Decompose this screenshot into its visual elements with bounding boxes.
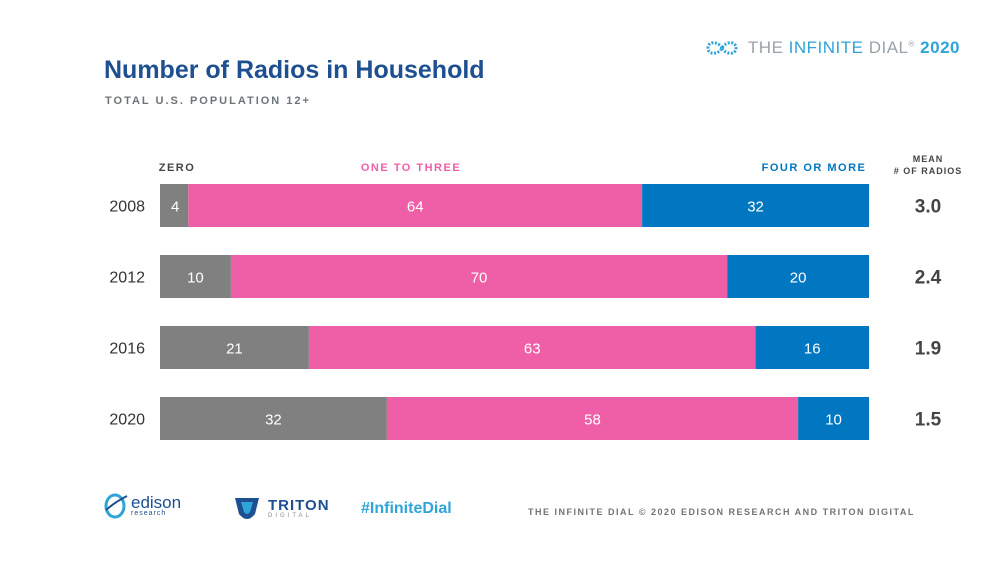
bar-value-label: 4 <box>171 199 179 216</box>
bar-segment <box>160 184 189 227</box>
bar-segment <box>727 255 869 298</box>
brand-suffix: DIAL <box>863 38 909 57</box>
bar-segment <box>160 397 387 440</box>
bar-segment <box>188 184 643 227</box>
triton-sub: DIGITAL <box>268 513 312 519</box>
brand-year: 2020 <box>920 38 960 57</box>
bar-segment <box>230 255 728 298</box>
brand-text: THE INFINITE DIAL® 2020 <box>748 38 960 58</box>
bar-value-label: 10 <box>187 270 204 287</box>
bar-value-label: 16 <box>804 341 821 358</box>
category-label: 2012 <box>109 270 145 287</box>
legend-label-2: FOUR OR MORE <box>762 162 867 174</box>
mean-value: 1.9 <box>915 339 941 360</box>
brand-logo: THE INFINITE DIAL® 2020 <box>704 38 960 58</box>
bar-value-label: 10 <box>825 412 842 429</box>
bar-segment <box>308 326 756 369</box>
edison-logo: edison research <box>103 492 181 520</box>
triton-logo: TRITON DIGITAL <box>232 494 330 524</box>
bar-segment <box>160 326 309 369</box>
mean-value: 3.0 <box>915 197 941 218</box>
bar-segment <box>386 397 799 440</box>
brand-tm: ® <box>908 39 915 49</box>
footer-copyright: THE INFINITE DIAL © 2020 EDISON RESEARCH… <box>528 507 915 517</box>
edison-word: edison <box>131 493 182 512</box>
brand-highlight: INFINITE <box>788 38 864 57</box>
mean-value: 2.4 <box>915 268 942 289</box>
category-label: 2008 <box>109 199 145 216</box>
mean-value: 1.5 <box>915 410 942 431</box>
mean-header-line-0: MEAN <box>913 154 944 164</box>
hashtag: #InfiniteDial <box>361 500 452 517</box>
category-label: 2020 <box>109 412 145 429</box>
triton-word: TRITON <box>268 497 330 514</box>
triton-trident-icon <box>235 498 259 519</box>
bar-value-label: 64 <box>407 199 424 216</box>
chart-subtitle: TOTAL U.S. POPULATION 12+ <box>105 95 311 107</box>
bar-value-label: 70 <box>471 270 488 287</box>
legend-label-1: ONE TO THREE <box>361 162 461 174</box>
bar-value-label: 21 <box>226 341 243 358</box>
bar-segment <box>642 184 869 227</box>
bar-value-label: 58 <box>584 412 601 429</box>
bar-segment <box>755 326 869 369</box>
bar-value-label: 32 <box>747 199 764 216</box>
infinity-icon <box>706 41 738 55</box>
stacked-bar-chart: ZERO ONE TO THREE FOUR OR MORE MEAN # OF RAD… <box>109 154 963 440</box>
bar-value-label: 63 <box>524 341 541 358</box>
bar-segment <box>798 397 869 440</box>
chart-title: Number of Radios in Household <box>104 56 485 84</box>
bar-value-label: 20 <box>790 270 807 287</box>
edison-swoosh-icon <box>104 493 128 519</box>
bar-value-label: 32 <box>265 412 282 429</box>
category-label: 2016 <box>109 341 145 358</box>
brand-prefix: THE <box>747 38 789 57</box>
edison-sub: research <box>131 510 167 517</box>
mean-header-line-1: # OF RADIOS <box>894 166 963 176</box>
legend-label-0: ZERO <box>159 162 196 174</box>
bar-segment <box>160 255 231 298</box>
